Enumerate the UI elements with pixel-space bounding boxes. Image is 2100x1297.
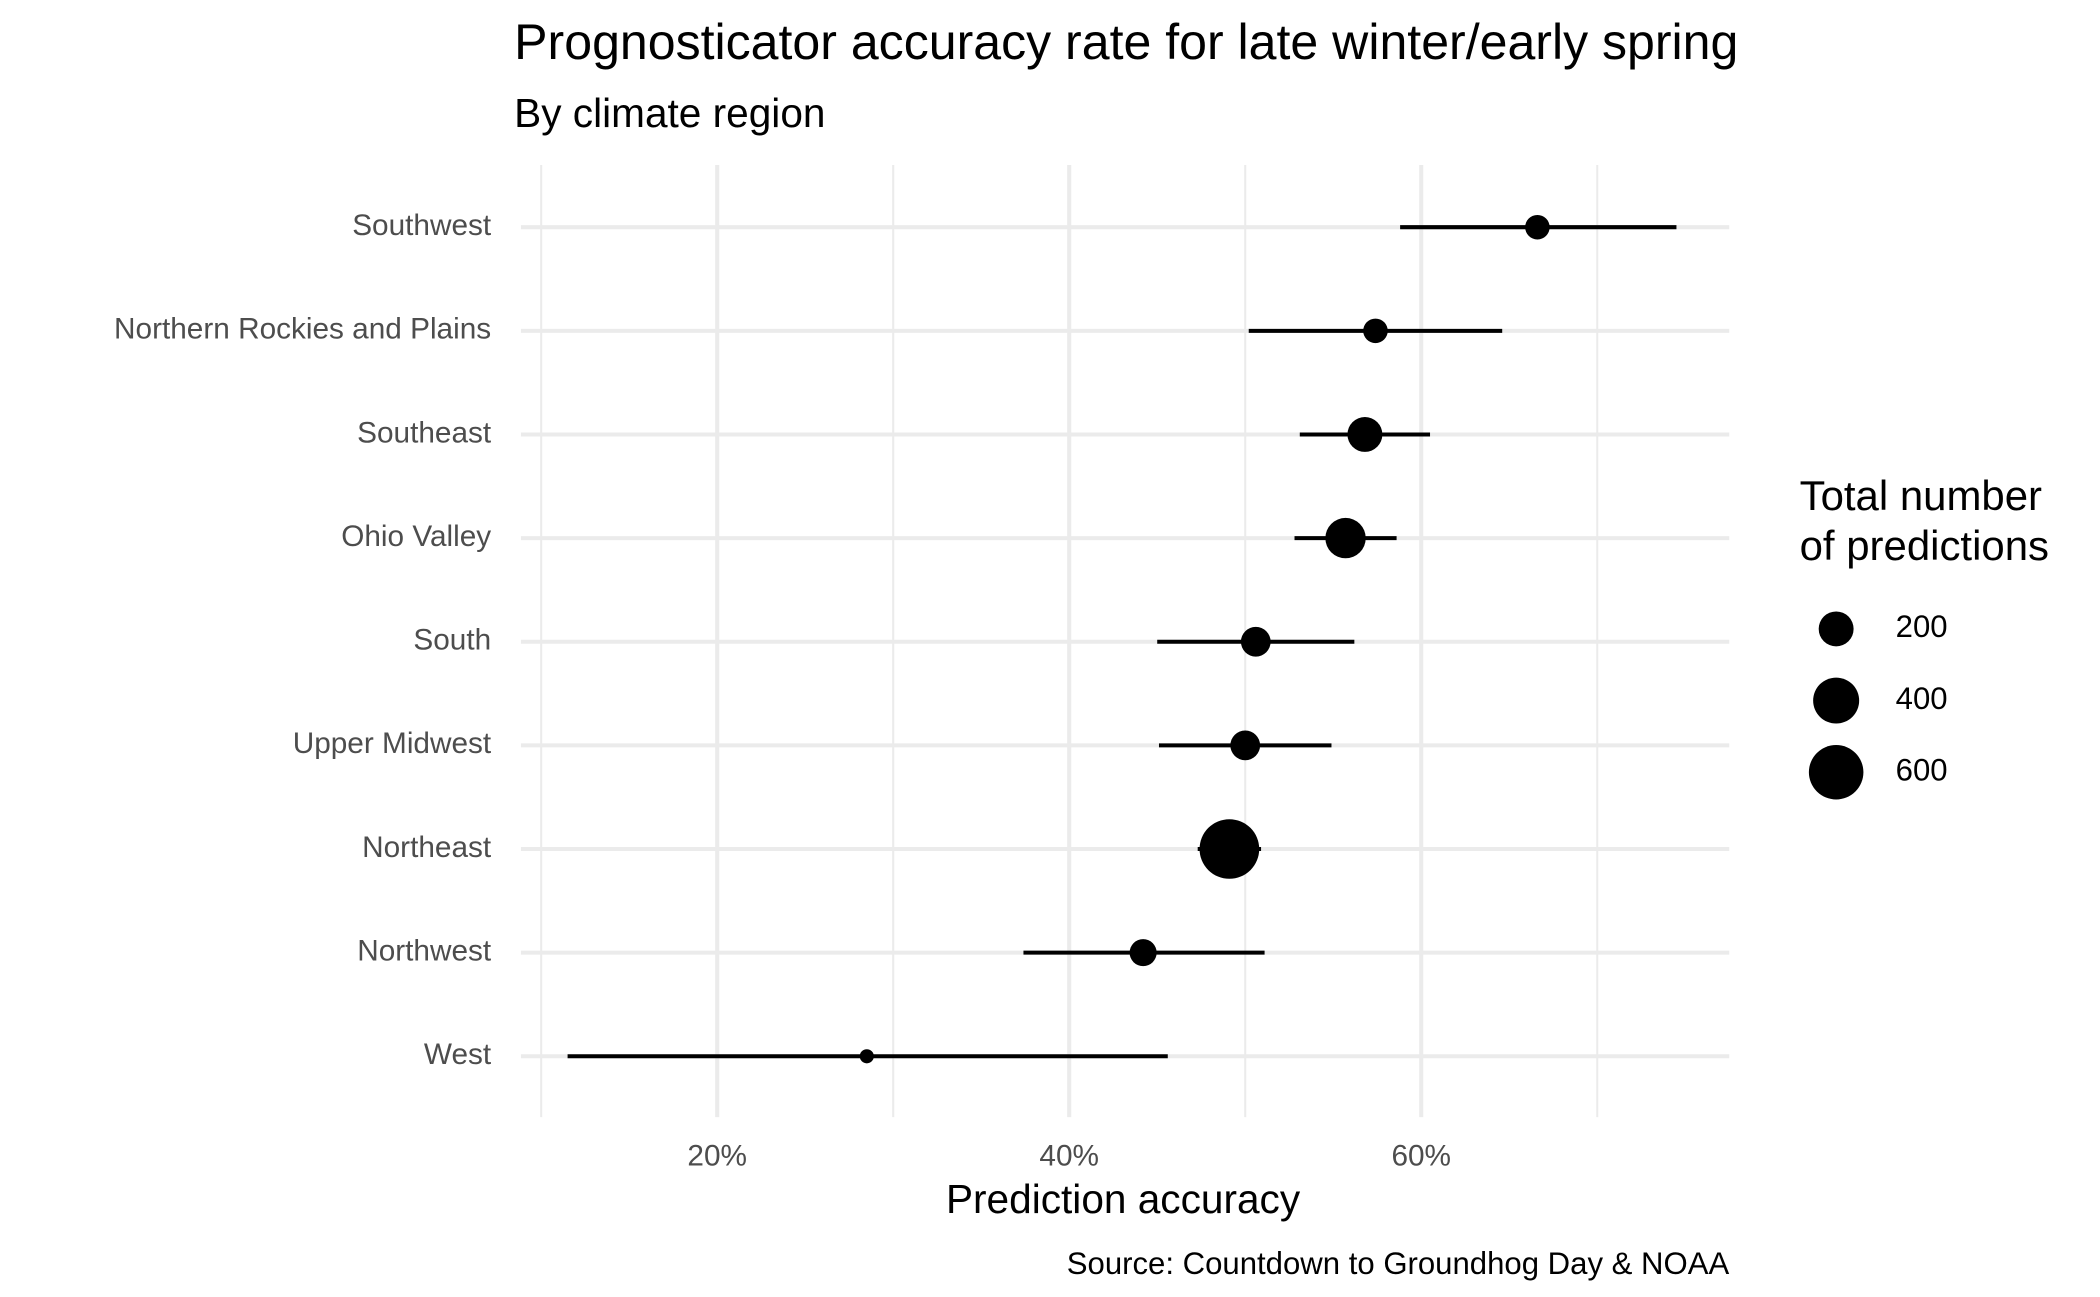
caption: Source: Countdown to Groundhog Day & NOA…: [1067, 1246, 1730, 1281]
y-tick-label: West: [424, 1038, 492, 1071]
point: [1325, 517, 1366, 559]
legend-label: 400: [1896, 681, 1948, 716]
x-tick-label: 60%: [1391, 1140, 1451, 1173]
legend-symbol: [1808, 745, 1864, 800]
point: [1363, 318, 1388, 344]
legend-symbol: [1818, 611, 1854, 647]
y-tick-label: Ohio Valley: [341, 520, 491, 553]
legend-symbol: [1813, 677, 1860, 724]
y-tick-label: Northern Rockies and Plains: [114, 313, 491, 346]
y-tick-label: Southeast: [357, 416, 492, 449]
legend-label: 200: [1896, 609, 1948, 644]
y-tick-label: Northeast: [362, 831, 492, 864]
point: [1199, 819, 1260, 879]
x-axis-title: Prediction accuracy: [946, 1176, 1301, 1222]
y-tick-label: South: [413, 624, 491, 657]
point: [1347, 417, 1383, 452]
y-tick-label: Southwest: [352, 209, 492, 242]
point: [1230, 730, 1261, 761]
y-tick-label: Northwest: [357, 934, 492, 967]
x-tick-label: 40%: [1039, 1140, 1099, 1173]
point: [1525, 214, 1550, 240]
point: [1240, 626, 1271, 657]
point: [1129, 939, 1157, 967]
legend-label: 600: [1896, 752, 1948, 787]
point: [859, 1049, 874, 1064]
x-tick-label: 20%: [687, 1140, 747, 1173]
y-tick-label: Upper Midwest: [293, 727, 492, 760]
chart-title: Prognosticator accuracy rate for late wi…: [514, 14, 1738, 70]
chart-subtitle: By climate region: [514, 90, 825, 136]
legend-title: of predictions: [1800, 522, 2049, 569]
legend-title: Total number: [1800, 472, 2042, 519]
